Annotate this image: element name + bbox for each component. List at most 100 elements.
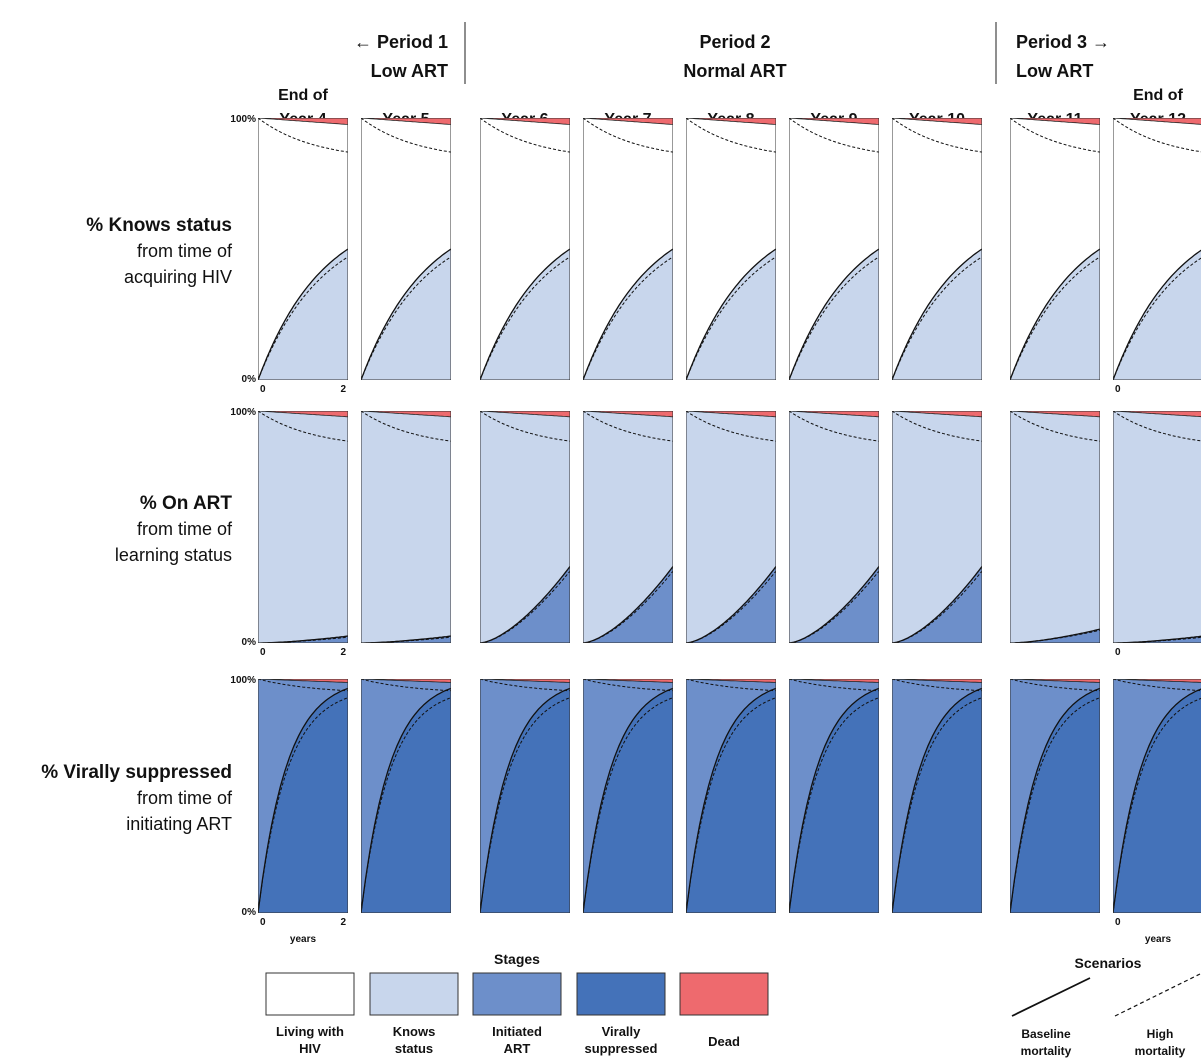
dead-area xyxy=(686,411,776,418)
legend-stage-swatch xyxy=(679,972,769,1016)
panel xyxy=(789,118,879,380)
high-mortality-death-curve xyxy=(789,118,879,153)
dead-area xyxy=(583,411,673,418)
dead-area xyxy=(686,118,776,125)
high-mortality-death-curve xyxy=(892,118,982,153)
stage-area-progress xyxy=(361,688,451,913)
x-tick-label: 2 xyxy=(340,917,346,928)
stage-area-progress xyxy=(258,636,348,643)
high-mortality-death-curve xyxy=(480,411,570,442)
dead-area xyxy=(789,118,879,125)
x-tick-label: 0 xyxy=(1115,917,1121,928)
stage-area-progress xyxy=(480,566,570,643)
legend-stage-label: status xyxy=(395,1041,433,1056)
high-mortality-curve xyxy=(361,256,451,380)
baseline-mortality-curve xyxy=(1113,688,1201,913)
x-tick-label: 2 xyxy=(340,647,346,658)
legend: Stages Living with HIV Knows status Initiated… xyxy=(265,951,1201,1058)
panel xyxy=(1010,411,1100,643)
panel xyxy=(258,411,348,643)
high-mortality-curve xyxy=(686,697,776,913)
x-tick-label: 2 xyxy=(340,384,346,395)
legend-high-mortality-line xyxy=(1114,973,1201,1017)
row-subtitle: initiating ART xyxy=(126,814,232,834)
column-header-line1: End of xyxy=(278,87,328,104)
stage-area-progress xyxy=(789,688,879,913)
stage-area-base xyxy=(258,411,348,643)
baseline-mortality-curve xyxy=(258,248,348,380)
legend-stages-title: Stages xyxy=(494,951,540,967)
high-mortality-death-curve xyxy=(686,118,776,153)
high-mortality-curve xyxy=(480,697,570,913)
period-3-label: Period 3 → xyxy=(1016,32,1110,52)
baseline-mortality-curve xyxy=(686,248,776,380)
legend-scenario-label: High xyxy=(1147,1027,1174,1041)
high-mortality-curve xyxy=(892,570,982,643)
stage-area-progress xyxy=(480,249,570,380)
dead-area xyxy=(361,679,451,683)
period-2-subtitle: Normal ART xyxy=(683,61,786,81)
panel xyxy=(480,118,570,380)
stage-area-base xyxy=(361,411,451,643)
stage-area-progress xyxy=(1010,688,1100,913)
high-mortality-death-curve xyxy=(892,679,982,692)
panel xyxy=(258,118,348,380)
high-mortality-death-curve xyxy=(1113,411,1201,442)
stage-area-progress xyxy=(892,566,982,643)
row-subtitle: acquiring HIV xyxy=(124,267,232,287)
stage-area-progress xyxy=(789,249,879,380)
legend-stage-label: Initiated xyxy=(492,1024,542,1039)
panel xyxy=(258,679,348,913)
legend-stage-label: Dead xyxy=(708,1034,740,1049)
high-mortality-curve xyxy=(480,570,570,643)
stage-area-progress xyxy=(480,688,570,913)
panel xyxy=(361,118,451,380)
stage-area-base xyxy=(1010,411,1100,643)
high-mortality-death-curve xyxy=(1010,679,1100,692)
baseline-mortality-curve xyxy=(583,687,673,913)
legend-scenario-label: mortality xyxy=(1021,1044,1072,1058)
baseline-mortality-curve xyxy=(686,687,776,913)
legend-scenario-label: Baseline xyxy=(1021,1027,1071,1041)
panel xyxy=(1113,679,1201,913)
stage-area-progress xyxy=(789,566,879,643)
legend-stage-label: suppressed xyxy=(585,1041,658,1056)
panel xyxy=(892,118,982,380)
dead-area xyxy=(1113,411,1201,418)
high-mortality-death-curve xyxy=(258,411,348,442)
stage-area-progress xyxy=(583,688,673,913)
panel xyxy=(892,411,982,643)
row-subtitle: learning status xyxy=(115,545,232,565)
dead-area xyxy=(892,118,982,125)
legend-stage-label: HIV xyxy=(299,1041,321,1056)
baseline-mortality-curve xyxy=(361,248,451,380)
high-mortality-curve xyxy=(583,570,673,643)
baseline-mortality-curve xyxy=(1113,249,1201,380)
row-title: % On ART xyxy=(140,493,233,514)
y-tick-label: 100% xyxy=(230,114,256,125)
high-mortality-death-curve xyxy=(361,118,451,153)
high-mortality-death-curve xyxy=(686,411,776,442)
high-mortality-curve xyxy=(583,697,673,913)
baseline-mortality-curve xyxy=(892,687,982,913)
legend-scenario-label: mortality xyxy=(1135,1044,1186,1058)
stage-area-progress xyxy=(1010,629,1100,643)
baseline-mortality-curve xyxy=(583,248,673,380)
high-mortality-curve xyxy=(258,697,348,913)
legend-stage-swatch xyxy=(265,972,355,1016)
x-axis-unit: years xyxy=(290,934,317,945)
high-mortality-death-curve xyxy=(1010,411,1100,442)
row-subtitle: from time of xyxy=(137,788,233,808)
y-tick-label: 100% xyxy=(230,407,256,418)
dead-area xyxy=(258,679,348,683)
legend-stage-swatch xyxy=(472,972,562,1016)
high-mortality-curve xyxy=(361,697,451,913)
stage-area-progress xyxy=(583,249,673,380)
dead-area xyxy=(583,118,673,125)
panel xyxy=(1113,118,1201,380)
dead-area xyxy=(1113,679,1201,683)
column-header-line1: End of xyxy=(1133,87,1183,104)
row-subtitle: from time of xyxy=(137,519,233,539)
